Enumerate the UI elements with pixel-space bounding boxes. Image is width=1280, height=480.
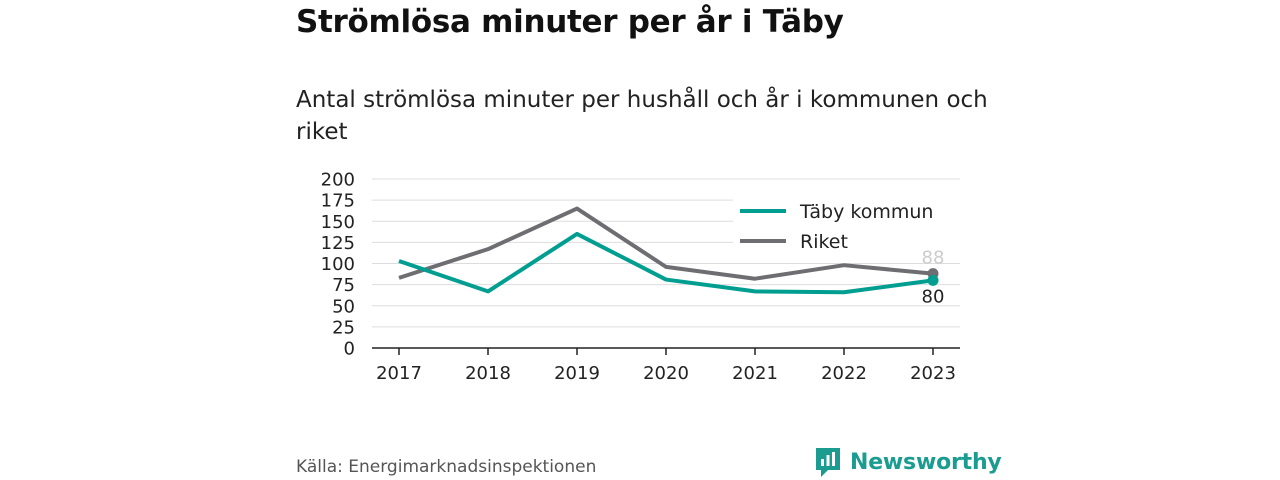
- newsworthy-logo-icon: [816, 448, 840, 477]
- y-tick-label: 200: [321, 170, 355, 191]
- source-note: Källa: Energimarknadsinspektionen: [296, 457, 597, 477]
- chart-title: Strömlösa minuter per år i Täby: [296, 4, 844, 40]
- series-lines: [398, 206, 934, 295]
- y-tick-label: 50: [332, 296, 355, 317]
- x-tick-label: 2017: [376, 363, 422, 384]
- end-label-taby: 80: [922, 286, 945, 307]
- y-tick-label: 100: [321, 254, 355, 275]
- x-tick-label: 2023: [910, 363, 956, 384]
- y-tick-label: 25: [332, 317, 355, 338]
- legend: Täby kommun Riket: [733, 192, 961, 260]
- end-markers: 88 80: [922, 248, 945, 308]
- x-tick-label: 2020: [643, 363, 689, 384]
- legend-label-taby: Täby kommun: [799, 201, 933, 223]
- y-tick-label: 175: [321, 191, 355, 212]
- end-point-taby: [927, 274, 939, 286]
- end-label-riket: 88: [922, 248, 945, 269]
- x-tick-label: 2022: [821, 363, 867, 384]
- chart-subtitle: Antal strömlösa minuter per hushåll och …: [296, 87, 988, 145]
- series-line-riket: [398, 206, 934, 281]
- legend-label-riket: Riket: [800, 231, 848, 253]
- legend-background: [733, 192, 961, 260]
- y-tick-label: 150: [321, 212, 355, 233]
- newsworthy-logo-text: Newsworthy: [850, 449, 1002, 475]
- y-tick-label: 75: [332, 275, 355, 296]
- x-tick-label: 2021: [732, 363, 778, 384]
- x-axis-ticks: 2017 2018 2019 2020 2021 2022 2023: [376, 348, 956, 384]
- newsworthy-logo: Newsworthy: [814, 446, 1002, 478]
- x-tick-label: 2018: [465, 363, 511, 384]
- y-tick-label: 125: [321, 233, 355, 254]
- x-tick-label: 2019: [554, 363, 600, 384]
- y-tick-label: 0: [344, 339, 355, 360]
- series-line-taby: [398, 231, 934, 295]
